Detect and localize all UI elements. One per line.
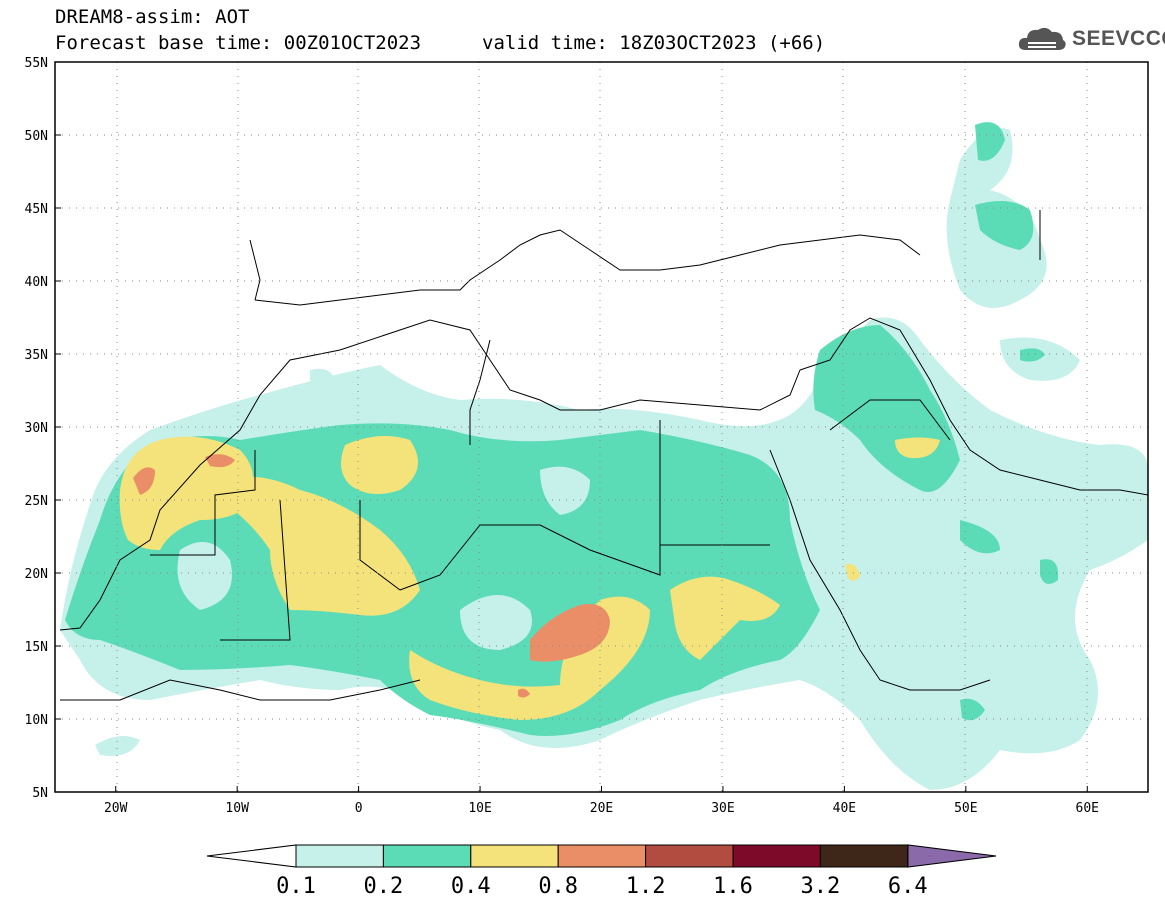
lat-tick-label: 55N xyxy=(25,56,48,71)
lon-tick-label: 20W xyxy=(104,801,128,816)
colorbar-swatch xyxy=(645,844,734,868)
lon-axis: 20W 10W 0 10E 20E 30E 40E 50E 60E xyxy=(104,786,1099,816)
cloud-icon xyxy=(1018,27,1066,50)
lon-tick-label: 50E xyxy=(954,801,977,816)
colorbar-swatch xyxy=(382,844,472,868)
colorbar-swatch xyxy=(295,844,384,868)
aot-holes xyxy=(177,466,590,650)
graticule xyxy=(55,62,1148,792)
aot-contours xyxy=(60,122,1148,790)
lat-tick-label: 5N xyxy=(32,786,48,801)
seevccc-logo: SEEVCCC xyxy=(1016,24,1165,54)
lat-axis: 55N 50N 45N 40N 35N 30N 25N 20N 15N 10N 5N xyxy=(25,56,61,801)
valid-time: valid time: 18Z03OCT2023 (+66) xyxy=(482,32,826,54)
lat-tick-label: 40N xyxy=(25,275,48,290)
lon-tick-label: 60E xyxy=(1076,801,1099,816)
lat-tick-label: 20N xyxy=(25,567,48,582)
colorbar-level-label: 1.6 xyxy=(713,874,753,899)
colorbar-level-label: 3.2 xyxy=(801,874,841,899)
lat-tick-label: 15N xyxy=(25,640,48,655)
lat-tick-label: 50N xyxy=(25,129,48,144)
lon-tick-label: 0 xyxy=(355,801,363,816)
lat-tick-label: 35N xyxy=(25,348,48,363)
colorbar-swatch xyxy=(732,844,821,868)
lon-tick-label: 30E xyxy=(711,801,734,816)
colorbar-right-arrow xyxy=(907,844,997,868)
logo-text: SEEVCCC xyxy=(1072,27,1165,50)
coastlines xyxy=(59,210,1148,701)
colorbar-left-arrow xyxy=(206,844,297,868)
colorbar-level-label: 0.2 xyxy=(364,874,404,899)
colorbar: 0.1 0.2 0.4 0.8 1.2 1.6 3.2 6.4 xyxy=(206,844,997,899)
aot-band-0.8 xyxy=(133,454,610,698)
colorbar-swatch xyxy=(470,844,559,868)
lon-tick-label: 10W xyxy=(225,801,249,816)
colorbar-level-label: 0.1 xyxy=(276,874,316,899)
lon-tick-label: 10E xyxy=(468,801,491,816)
map-title: DREAM8-assim: AOT xyxy=(55,6,250,28)
lat-tick-label: 10N xyxy=(25,713,48,728)
lat-tick-label: 25N xyxy=(25,494,48,509)
colorbar-swatch xyxy=(557,844,647,868)
forecast-base-time: Forecast base time: 00Z01OCT2023 xyxy=(55,32,422,54)
lat-tick-label: 30N xyxy=(25,421,48,436)
lon-tick-label: 40E xyxy=(833,801,856,816)
colorbar-swatch xyxy=(819,844,909,868)
colorbar-level-label: 1.2 xyxy=(626,874,666,899)
colorbar-level-label: 0.4 xyxy=(451,874,491,899)
lon-tick-label: 20E xyxy=(590,801,613,816)
colorbar-level-label: 0.8 xyxy=(538,874,578,899)
colorbar-level-label: 6.4 xyxy=(888,874,928,899)
lat-tick-label: 45N xyxy=(25,202,48,217)
